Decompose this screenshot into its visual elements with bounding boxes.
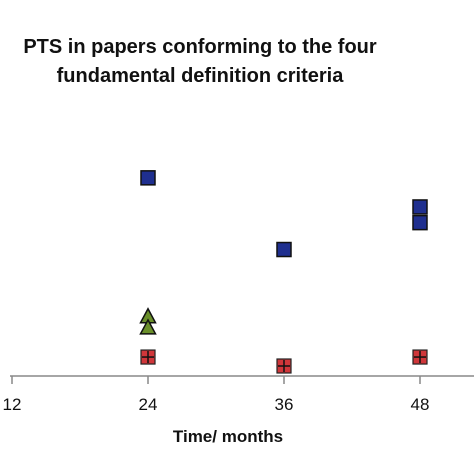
chart-title-line: PTS in papers conforming to the four xyxy=(23,36,377,58)
data-point-square xyxy=(412,214,428,231)
x-tick-label: 48 xyxy=(411,395,430,414)
chart-title-line: fundamental definition criteria xyxy=(57,65,345,87)
x-axis-ticks: 12 24 36 48 xyxy=(3,376,430,414)
data-point-cross-square xyxy=(276,358,292,374)
x-tick-label: 24 xyxy=(139,395,158,414)
data-point-triangle xyxy=(139,318,157,335)
data-point-square xyxy=(140,170,156,186)
x-axis-label: Time/ months xyxy=(173,427,283,446)
chart-title: PTS in papers conforming to the four fund… xyxy=(23,36,377,87)
data-point-cross-square xyxy=(412,349,428,365)
x-tick-label: 12 xyxy=(3,395,22,414)
data-point-cross-square xyxy=(140,349,156,365)
data-point-square xyxy=(276,241,292,258)
x-tick-label: 36 xyxy=(275,395,294,414)
x-axis-label-group: Time/ months xyxy=(173,427,283,446)
data-point-square xyxy=(412,199,428,215)
data-points xyxy=(139,170,428,374)
